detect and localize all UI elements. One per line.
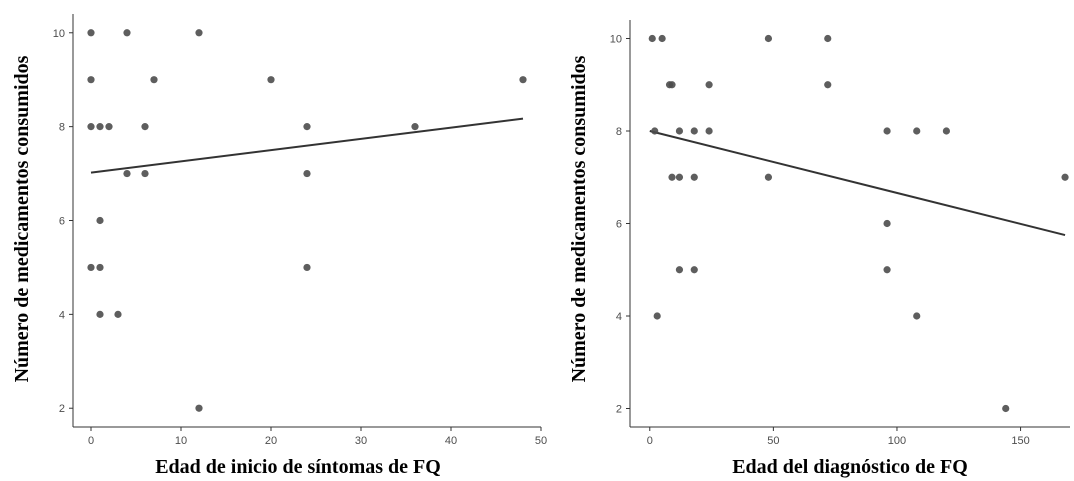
data-point	[96, 216, 104, 225]
x-tick-label: 50	[767, 435, 779, 447]
data-point	[195, 404, 203, 412]
y-tick-label: 10	[610, 34, 622, 46]
data-point	[675, 266, 684, 274]
data-point	[267, 76, 275, 84]
data-point	[150, 76, 158, 84]
data-point	[87, 76, 95, 84]
data-point	[705, 81, 713, 89]
data-point	[824, 34, 832, 43]
data-point	[303, 169, 311, 178]
y-axis-title: Número de medicamentos consumidos	[568, 55, 590, 382]
data-point	[913, 312, 921, 320]
data-point	[705, 127, 713, 135]
y-tick-label: 6	[59, 216, 65, 228]
x-tick-label: 0	[647, 435, 653, 447]
data-point	[141, 123, 149, 131]
y-tick-label: 2	[59, 403, 65, 415]
data-point	[87, 123, 95, 131]
x-axis-title: Edad de inicio de síntomas de FQ	[155, 456, 441, 478]
y-tick-label: 6	[616, 219, 622, 231]
data-point	[824, 81, 832, 89]
data-point	[519, 76, 527, 84]
data-point	[913, 127, 921, 135]
x-tick-label: 10	[175, 435, 187, 447]
y-tick-label: 2	[616, 404, 622, 416]
data-point	[123, 29, 131, 37]
data-point	[883, 219, 891, 228]
data-point	[651, 127, 659, 135]
x-tick-label: 20	[265, 435, 277, 447]
data-point	[96, 263, 104, 272]
x-tick-label: 40	[445, 435, 457, 447]
y-tick-label: 10	[53, 28, 65, 40]
data-point	[883, 127, 891, 135]
data-point	[1002, 404, 1010, 413]
trend-line	[649, 130, 1066, 237]
y-axis-title: Número de medicamentos consumidos	[11, 55, 33, 382]
data-point	[87, 263, 95, 272]
x-tick-label: 0	[88, 435, 94, 447]
data-point	[764, 173, 773, 181]
data-point	[653, 312, 661, 320]
data-point	[675, 173, 684, 181]
x-tick-label: 50	[535, 435, 547, 447]
data-point	[96, 310, 104, 318]
x-tick-label: 150	[1011, 435, 1029, 447]
data-point	[658, 34, 666, 43]
x-tick-label: 30	[355, 435, 367, 447]
data-point	[411, 123, 419, 131]
y-tick-label: 8	[616, 126, 622, 138]
scatter-panel-symptom-onset: 2 4 6 8 10 0 10 20 30 40 50 Edad de inicio de sínt…	[11, 14, 547, 478]
y-tick-label: 4	[616, 311, 622, 323]
x-axis-title: Edad del diagnóstico de FQ	[732, 456, 968, 478]
data-point	[114, 310, 122, 318]
data-point	[195, 29, 203, 37]
data-point	[883, 266, 891, 274]
data-point	[668, 173, 676, 181]
data-point	[764, 34, 773, 43]
data-point	[675, 127, 684, 135]
data-point	[303, 123, 311, 131]
x-tick-label: 100	[888, 435, 906, 447]
y-tick-label: 8	[59, 122, 65, 134]
data-point	[690, 127, 698, 135]
trend-line	[90, 117, 524, 174]
data-point	[648, 34, 656, 43]
data-point	[96, 123, 104, 131]
data-point	[1061, 173, 1069, 181]
data-point	[123, 169, 131, 178]
data-point	[668, 81, 676, 89]
data-point	[942, 127, 951, 135]
data-point	[690, 266, 698, 274]
data-point	[87, 29, 95, 37]
data-point	[105, 123, 113, 131]
y-tick-label: 4	[59, 309, 65, 321]
data-point	[303, 263, 311, 272]
data-point	[690, 173, 698, 181]
data-point	[141, 169, 149, 178]
